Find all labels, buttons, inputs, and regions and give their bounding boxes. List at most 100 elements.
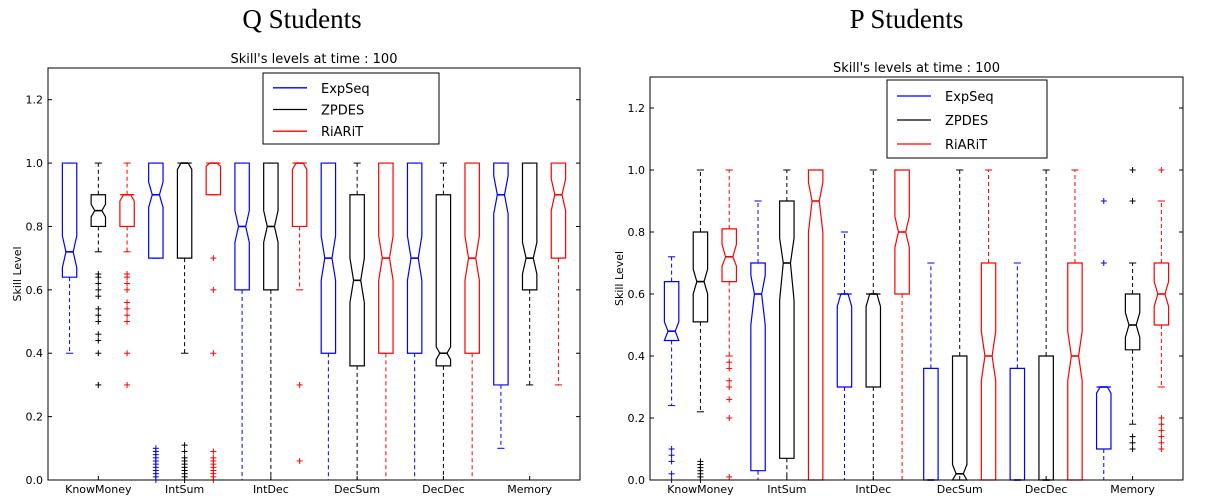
box-zpdes-knowmoney [90,162,107,388]
y-tick-label: 1.0 [628,164,646,177]
box-body [119,194,135,228]
x-tick-label-decdec: DecDec [422,483,465,496]
flier-point [95,280,102,287]
flier-point [1100,260,1107,266]
box-body [836,293,853,388]
box-body [521,162,538,291]
flier-point [1158,421,1165,428]
box-expseq-memory [1095,198,1112,481]
legend-label-zpdes: ZPDES [321,104,364,119]
flier-point [95,293,102,300]
legend-label-expseq: ExpSeq [945,90,994,105]
flier-point [296,457,303,464]
flier-point [95,286,102,293]
box-body [663,281,680,342]
box-riarit-knowmoney [721,169,738,480]
y-tick-label: 0.8 [628,226,646,239]
box-riarit-decdec [1067,169,1083,481]
flier-point [95,331,102,338]
box-body [349,194,365,367]
flier-point [95,271,102,277]
box-zpdes-decsum [349,162,365,481]
box-body [865,293,882,388]
y-tick-label: 0.0 [26,474,44,487]
y-tick-label: 0.8 [26,220,44,233]
box-body [90,194,107,228]
box-expseq-decsum [923,262,939,481]
box-body [923,367,939,481]
flier-point [726,415,733,421]
flier-point [210,448,217,455]
box-expseq-decdec [406,162,423,481]
box-zpdes-memory [1124,167,1141,452]
box-body [1009,367,1026,481]
legend-box [262,72,440,145]
box-body [148,162,164,259]
flier-point [181,448,188,455]
box-body [61,162,78,278]
flier-point [124,286,131,293]
box-zpdes-decdec [435,162,452,481]
flier-point [95,312,102,319]
flier-point [124,271,131,277]
box-zpdes-intsum [779,169,795,481]
box-riarit-intsum [807,169,824,481]
y-tick-label: 1.0 [26,157,44,170]
flier-point [95,337,102,344]
flier-point [1158,433,1165,440]
box-expseq-intsum [148,162,164,483]
y-tick-label: 0.6 [26,284,44,297]
box-body [550,162,567,259]
box-riarit-memory [1153,167,1170,452]
flier-point [697,458,704,465]
y-tick-label: 0.2 [628,412,646,425]
flier-point [1129,433,1136,440]
flier-point [668,446,675,452]
flier-point [1158,415,1165,421]
flier-point [124,305,131,312]
box-zpdes-decsum [951,169,968,481]
x-tick-label-knowmoney: KnowMoney [65,483,132,496]
flier-point [124,280,131,287]
chart-title: P Students [849,4,964,34]
y-tick-label: 0.4 [628,350,646,363]
box-riarit-knowmoney [119,162,135,388]
legend: ExpSeq ZPDES RiARiT [262,72,440,145]
flier-point [296,381,303,388]
flier-point [668,452,675,459]
flier-point [181,442,188,449]
x-tick-label-decsum: DecSum [334,483,380,496]
flier-point [124,299,131,306]
box-riarit-intdec [894,169,910,481]
box-body [493,162,509,386]
flier-point [95,350,102,357]
box-riarit-decsum [378,162,394,481]
flier-point [210,350,217,357]
x-tick-label-intsum: IntSum [767,483,806,496]
x-tick-label-intsum: IntSum [165,483,204,496]
legend-label-riarit: RiARiT [945,138,987,153]
flier-point [152,445,159,452]
legend-label-zpdes: ZPDES [945,114,988,129]
box-expseq-intdec [836,231,853,481]
box-body [205,162,222,196]
flier-point [1100,198,1107,204]
flier-point [95,318,102,325]
flier-point [1158,427,1165,434]
x-tick-label-intdec: IntDec [855,483,891,496]
plot-frame [47,67,581,481]
flier-point [1129,198,1136,204]
box-expseq-knowmoney [61,162,78,354]
flier-point [1158,167,1165,173]
box-zpdes-knowmoney [692,169,709,483]
box-zpdes-intdec [865,169,882,481]
box-body [807,169,824,481]
legend-label-riarit: RiARiT [321,125,363,140]
box-body [1067,262,1083,481]
box-body [1153,262,1170,326]
box-expseq-decsum [320,162,337,481]
x-tick-label-knowmoney: KnowMoney [667,483,734,496]
y-tick-label: 0.2 [26,411,44,424]
